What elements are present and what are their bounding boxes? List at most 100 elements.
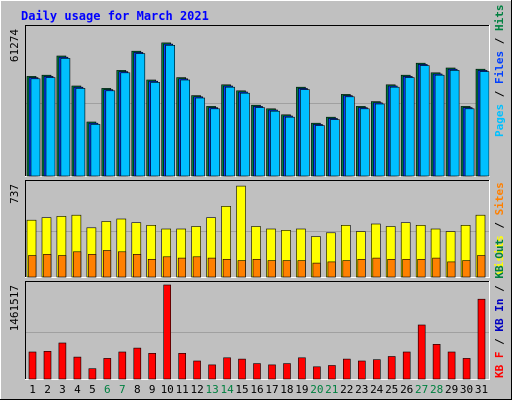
- bar-pages-day-14: [225, 86, 235, 177]
- bar-sites-day-14: [222, 258, 231, 278]
- x-tick-label: 7: [119, 383, 126, 396]
- bar-pages-day-5: [90, 124, 101, 177]
- legend-entry: Pages: [493, 104, 506, 137]
- bar-sites-day-11: [177, 257, 186, 278]
- bar-kb-f-day-20: [313, 366, 321, 380]
- legend-entry: KB F: [493, 352, 506, 379]
- bar-kb-f-day-14: [223, 357, 231, 380]
- bar-pages-day-30: [464, 108, 475, 177]
- bar-sites-day-24: [372, 257, 381, 278]
- x-tick-label: 5: [89, 383, 96, 396]
- bar-kb-f-day-23: [357, 360, 366, 380]
- series-sites: [28, 250, 486, 278]
- legend-entry: KB Out: [493, 239, 506, 279]
- bar-kb-f-day-26: [402, 351, 411, 380]
- bar-pages-day-22: [344, 96, 355, 177]
- bar-sites-day-22: [342, 260, 351, 278]
- bar-pages-day-11: [180, 79, 190, 177]
- bar-pages-day-28: [434, 74, 445, 177]
- bar-kb-f-day-16: [253, 363, 261, 380]
- bar-sites-day-31: [477, 255, 486, 278]
- x-tick-label: 22: [340, 383, 353, 396]
- bar-sites-day-29: [447, 261, 456, 278]
- bar-kb-f-day-11: [178, 352, 186, 380]
- bar-pages-day-9: [150, 82, 160, 177]
- bar-sites-day-15: [237, 260, 246, 278]
- bar-kb-f-day-15: [238, 358, 246, 380]
- bar-kb-f-day-21: [328, 365, 336, 380]
- legend-separator: /: [493, 84, 506, 104]
- bar-sites-day-23: [357, 258, 366, 278]
- bar-kb-f-day-17: [268, 364, 276, 380]
- panel-visits: 737: [8, 180, 490, 278]
- bar-sites-day-10: [162, 256, 171, 278]
- x-tick-label: 3: [59, 383, 66, 396]
- bar-sites-day-8: [133, 254, 142, 278]
- bar-sites-day-16: [252, 258, 261, 278]
- bar-pages-day-12: [195, 97, 205, 177]
- bar-sites-day-17: [267, 260, 276, 278]
- side-legend-top: Pages / Files / Hits: [493, 5, 506, 138]
- bar-pages-day-1: [30, 78, 41, 177]
- bar-sites-day-3: [58, 255, 67, 278]
- y-max-label: 61274: [8, 29, 21, 62]
- bar-sites-day-25: [387, 258, 396, 278]
- bar-sites-day-7: [118, 251, 127, 278]
- side-legend-middle: Visits / Sites: [493, 182, 506, 275]
- x-tick-label: 28: [430, 383, 443, 396]
- x-tick-label: 24: [370, 383, 384, 396]
- x-tick-label: 9: [149, 383, 156, 396]
- bar-pages-day-23: [359, 108, 370, 177]
- side-legend-bottom: KB F / KB In / KB Out: [493, 239, 506, 378]
- bar-pages-day-8: [135, 53, 146, 177]
- bar-kb-f-day-4: [73, 356, 82, 380]
- x-tick-label: 23: [355, 383, 368, 396]
- bar-kb-f-day-6: [103, 358, 112, 380]
- bar-kb-f-day-24: [372, 359, 381, 380]
- bar-pages-day-2: [45, 77, 56, 177]
- bar-pages-day-16: [255, 107, 265, 177]
- bar-kb-f-day-28: [432, 343, 441, 380]
- legend-entry: Hits: [493, 5, 506, 32]
- bar-pages-day-26: [404, 77, 415, 177]
- bar-kb-f-day-19: [298, 357, 306, 380]
- bar-sites-day-4: [73, 251, 82, 278]
- x-tick-label: 12: [190, 383, 203, 396]
- bar-kb-f-day-12: [193, 360, 201, 380]
- bar-pages-day-3: [60, 58, 71, 177]
- bar-sites-day-19: [297, 260, 306, 278]
- bar-kb-f-day-25: [387, 356, 396, 380]
- bar-kb-f-day-27: [417, 324, 426, 380]
- panel-kbytes: 1461517: [8, 281, 490, 380]
- x-tick-label: 4: [74, 383, 81, 396]
- legend-separator: /: [493, 215, 506, 235]
- bar-sites-day-5: [88, 254, 97, 278]
- bar-kb-f-day-13: [208, 364, 216, 380]
- bar-pages-day-21: [330, 119, 340, 177]
- x-tick-label: 11: [176, 383, 189, 396]
- x-tick-label: 8: [134, 383, 141, 396]
- panel-usage: 61274: [8, 25, 490, 177]
- bar-sites-day-18: [282, 260, 291, 278]
- legend-separator: /: [493, 332, 506, 352]
- x-tick-label: 1: [29, 383, 36, 396]
- bar-pages-day-10: [165, 44, 175, 177]
- bar-sites-day-9: [147, 258, 156, 278]
- x-tick-label: 27: [415, 383, 428, 396]
- series-visits: [26, 185, 486, 278]
- bar-kb-f-day-5: [88, 368, 97, 380]
- bar-kb-f-day-1: [28, 351, 37, 380]
- x-tick-label: 2: [44, 383, 51, 396]
- bar-pages-day-6: [105, 90, 116, 177]
- bar-sites-day-28: [432, 257, 441, 278]
- x-tick-label: 15: [235, 383, 248, 396]
- bar-pages-day-27: [419, 65, 430, 177]
- x-tick-labels: 1 2 3 4 5 6 7 8 9 10 11 12 13 14 15 16 17 18 19 20 21 22 23 24 2…: [29, 383, 488, 396]
- bar-kb-f-day-30: [462, 358, 471, 380]
- bar-sites-day-27: [417, 258, 426, 278]
- bar-kb-f-day-18: [283, 363, 291, 380]
- bar-sites-day-21: [327, 261, 336, 278]
- bar-sites-day-30: [462, 260, 471, 278]
- legend-entry: KB In: [493, 299, 506, 332]
